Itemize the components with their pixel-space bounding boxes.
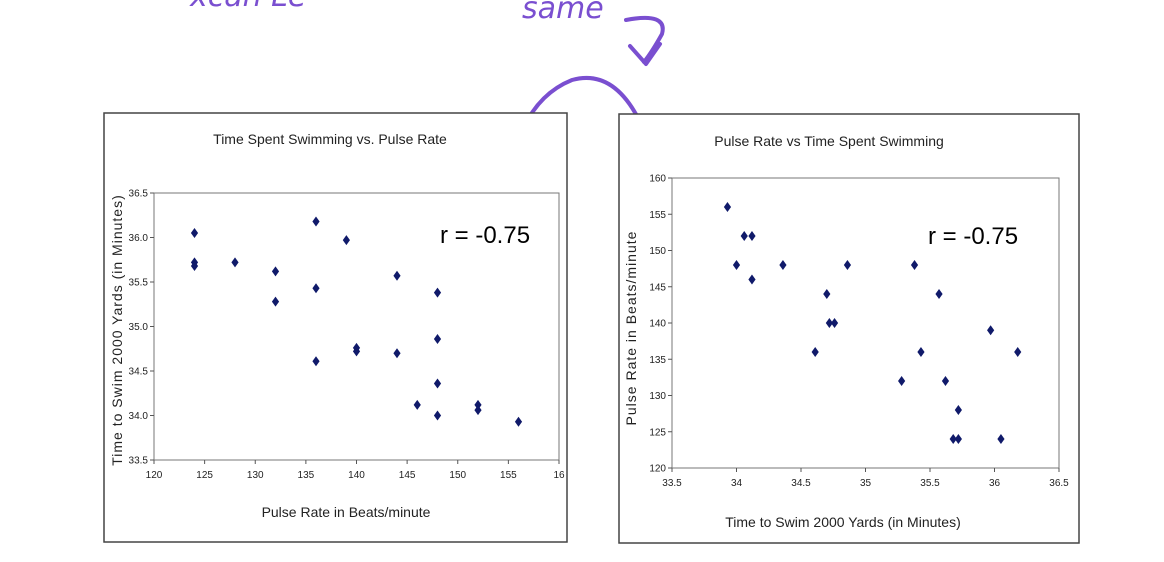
chart2-point-7 [823, 289, 831, 299]
chart1-x-tick-label: 145 [399, 470, 416, 481]
chart2-y-tick-label: 160 [649, 174, 666, 185]
chart2-y-tick-label: 155 [649, 210, 666, 221]
chart2-point-1 [732, 260, 741, 270]
chart1-point-15 [433, 287, 442, 298]
chart1-y-tick-label: 36.5 [129, 189, 149, 200]
chart2-x-tick-label: 33.5 [662, 478, 682, 489]
chart2-r-annotation: r = -0.75 [928, 223, 1018, 250]
chart1-point-8 [312, 356, 320, 367]
chart2-point-9 [830, 318, 839, 328]
chart1-points [190, 216, 523, 427]
chart1-x-tick-label: 155 [500, 470, 517, 481]
chart1-x-tick-label: 120 [146, 470, 163, 481]
chart2-point-3 [748, 231, 756, 241]
chart2-point-6 [811, 347, 819, 357]
chart2-y-tick-label: 135 [649, 355, 666, 366]
chart2-point-11 [898, 376, 906, 386]
chart2-point-13 [917, 347, 925, 357]
chart2-y-axis-label: Pulse Rate in Beats/minute [623, 231, 639, 426]
chart2-x-tick-label: 34.5 [791, 478, 811, 489]
chart1-y-tick-label: 36.0 [129, 233, 149, 244]
chart1-x-tick-label: 135 [298, 470, 315, 481]
chart2-point-8 [825, 318, 833, 328]
chart1-y-axis-label: Time to Swim 2000 Yards (in Minutes) [109, 194, 125, 466]
chart1-y-tick-label: 34.5 [129, 367, 149, 378]
chart1-point-14 [413, 399, 421, 410]
chart2-plot-area [671, 177, 1060, 469]
chart1-point-17 [433, 378, 442, 389]
chart1-y-tick-label: 35.0 [129, 322, 149, 333]
chart1-x-tick-label: 140 [348, 470, 365, 481]
squiggle-stroke [624, 15, 665, 64]
chart1-plot-area [153, 192, 560, 461]
chart1-point-16 [433, 333, 442, 344]
chart1-point-12 [393, 270, 401, 281]
chart1-point-3 [231, 257, 239, 268]
chart1-x-tick-label: 150 [449, 470, 466, 481]
chart1-y-tick-label: 34.0 [129, 411, 149, 422]
chart2-y-tick-label: 150 [649, 246, 666, 257]
chart2-point-18 [954, 405, 962, 415]
chart2-x-tick-label: 36.5 [1049, 478, 1069, 489]
chart1-y-tick-label: 35.5 [129, 278, 149, 289]
chart1-point-20 [474, 405, 482, 416]
annotation-same: same [522, 0, 604, 26]
chart2-point-15 [941, 376, 950, 386]
chart2-x-tick-label: 34 [731, 478, 743, 489]
chart1-x-axis-label: Pulse Rate in Beats/minute [262, 504, 431, 520]
chart2-x-tick-label: 36 [989, 478, 1001, 489]
chart2-y-tick-label: 140 [649, 319, 666, 330]
handwritten-annotations: xcan Le same [189, 0, 665, 176]
chart2-y-tick-label: 120 [649, 464, 666, 475]
chart2-x-ticks: 33.5 34 34.5 35 35.5 36 36.5 [662, 468, 1069, 489]
chart2-x-axis-label: Time to Swim 2000 Yards (in Minutes) [725, 514, 961, 530]
chart1-point-7 [312, 283, 320, 294]
chart2-point-4 [748, 274, 756, 285]
annotation-top-left: xcan Le [189, 0, 306, 14]
chart2-x-tick-label: 35 [860, 478, 872, 489]
chart1-point-0 [190, 228, 199, 239]
chart2-point-5 [779, 260, 787, 270]
chart1-point-13 [393, 348, 401, 359]
chart2-title: Pulse Rate vs Time Spent Swimming [714, 133, 944, 149]
chart1-point-2 [190, 260, 199, 271]
chart2-points [723, 202, 1022, 444]
chart1-point-21 [514, 416, 523, 427]
chart1-point-11 [352, 346, 361, 357]
chart1-title: Time Spent Swimming vs. Pulse Rate [213, 131, 447, 147]
chart1-x-ticks: 120 125 130 135 140 145 150 155 16 [146, 460, 565, 481]
chart2-x-tick-label: 35.5 [920, 478, 940, 489]
down-arrow-head [628, 42, 662, 66]
chart-pulse-vs-time: Pulse Rate vs Time Spent Swimming Time t… [618, 113, 1080, 544]
chart-time-vs-pulse: Time Spent Swimming vs. Pulse Rate Pulse… [103, 112, 568, 543]
chart2-y-tick-label: 130 [649, 391, 666, 402]
chart2-point-10 [843, 260, 852, 270]
chart1-point-4 [271, 266, 280, 277]
chart2-point-19 [987, 325, 995, 336]
chart1-point-18 [433, 410, 442, 421]
chart1-x-tick-label: 125 [196, 470, 213, 481]
chart2-point-16 [949, 434, 957, 444]
chart2-y-tick-label: 125 [649, 427, 666, 438]
chart2-point-14 [935, 289, 943, 299]
chart1-y-tick-label: 33.5 [129, 456, 149, 467]
chart1-point-19 [474, 399, 482, 410]
chart2-y-tick-label: 145 [649, 282, 666, 293]
chart1-x-tick-label: 16 [553, 470, 565, 481]
chart2-point-17 [954, 434, 962, 444]
chart2-y-ticks: 120 125 130 135 140 145 150 155 160 [649, 174, 672, 475]
chart2-point-20 [997, 434, 1005, 444]
chart1-point-5 [271, 296, 280, 307]
chart1-point-9 [342, 235, 350, 246]
chart1-point-6 [312, 216, 320, 227]
chart1-y-ticks: 33.5 34.0 34.5 35.0 35.5 36.0 36.5 [129, 189, 154, 467]
chart2-point-0 [723, 202, 732, 212]
chart2-point-2 [740, 231, 748, 241]
chart2-point-12 [910, 260, 919, 270]
chart1-r-annotation: r = -0.75 [440, 222, 530, 249]
chart2-point-21 [1014, 347, 1022, 357]
chart1-x-tick-label: 130 [247, 470, 264, 481]
